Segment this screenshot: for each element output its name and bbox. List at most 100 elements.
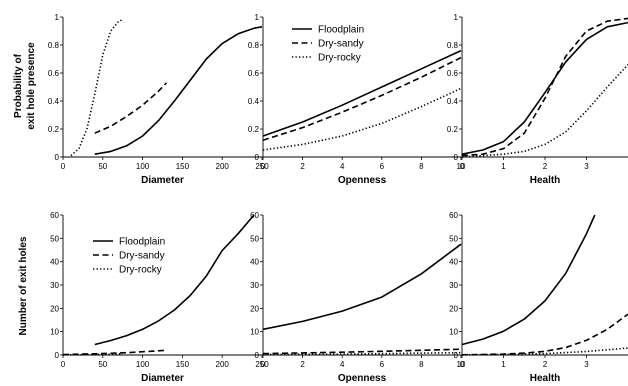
y-tick-label: 20 bbox=[50, 304, 59, 313]
y-tick-label: 0.8 bbox=[248, 41, 260, 50]
row-label-probability-line2: exit hole presence bbox=[26, 42, 37, 130]
x-tick-label: 0 bbox=[61, 360, 66, 369]
x-tick-label: 1 bbox=[501, 162, 506, 171]
y-tick-label: 0 bbox=[55, 351, 60, 360]
y-tick-label: 0.4 bbox=[48, 97, 60, 106]
y-tick-label: 30 bbox=[449, 281, 458, 290]
series-line-dry-rocky bbox=[262, 87, 462, 151]
y-tick-label: 0.2 bbox=[248, 125, 260, 134]
x-axis-title: Health bbox=[530, 373, 561, 384]
y-tick-label: 0.4 bbox=[447, 97, 459, 106]
y-tick-label: 30 bbox=[250, 281, 259, 290]
x-tick-label: 3 bbox=[584, 162, 589, 171]
x-tick-label: 250 bbox=[255, 360, 269, 369]
y-tick-label: 0.6 bbox=[447, 69, 459, 78]
row-label-count-line1: Number of exit holes bbox=[18, 236, 29, 335]
x-tick-label: 8 bbox=[419, 360, 424, 369]
x-tick-label: 10 bbox=[457, 360, 466, 369]
y-tick-label: 10 bbox=[449, 328, 458, 337]
series-line-dry-rocky bbox=[262, 351, 462, 356]
x-tick-label: 8 bbox=[419, 162, 424, 171]
x-tick-label: 1 bbox=[501, 360, 506, 369]
y-tick-label: 0 bbox=[454, 351, 459, 360]
series-line-dry-sandy bbox=[262, 56, 462, 141]
y-tick-label: 20 bbox=[250, 304, 259, 313]
series-line-dry-rocky bbox=[70, 19, 123, 157]
x-tick-label: 200 bbox=[216, 162, 230, 171]
series-line-dry-rocky bbox=[62, 353, 123, 356]
y-tick-label: 50 bbox=[449, 234, 458, 243]
x-axis-title: Openness bbox=[338, 175, 387, 186]
legend-label-floodplain: Floodplain bbox=[119, 237, 165, 248]
row-label-probability-line1: Probability of bbox=[13, 53, 24, 118]
y-tick-label: 0 bbox=[55, 153, 60, 162]
x-tick-label: 0 bbox=[261, 162, 266, 171]
series-line-dry-sandy bbox=[461, 313, 628, 356]
series-line-floodplain bbox=[262, 243, 462, 331]
x-tick-label: 2 bbox=[543, 360, 548, 369]
x-axis-title: Openness bbox=[338, 373, 387, 384]
series-line-dry-rocky bbox=[461, 64, 628, 158]
x-tick-label: 2 bbox=[300, 360, 305, 369]
x-tick-label: 0 bbox=[460, 162, 465, 171]
x-tick-label: 6 bbox=[380, 360, 385, 369]
y-tick-label: 0 bbox=[255, 153, 260, 162]
row-label-count: Number of exit holes bbox=[18, 236, 29, 335]
x-tick-label: 50 bbox=[98, 360, 107, 369]
x-tick-label: 2 bbox=[300, 162, 305, 171]
y-tick-label: 60 bbox=[50, 211, 59, 220]
chart-panels: 00.20.40.60.810 50 100 150 200 250Diameter00.… bbox=[48, 13, 628, 384]
y-tick-label: 40 bbox=[250, 258, 259, 267]
y-tick-label: 10 bbox=[250, 328, 259, 337]
legend-label-dry-rocky: Dry-rocky bbox=[119, 265, 162, 276]
series-line-floodplain bbox=[262, 49, 462, 137]
x-tick-label: 0 bbox=[261, 360, 266, 369]
y-tick-label: 0 bbox=[454, 153, 459, 162]
x-tick-label: 250 bbox=[255, 162, 269, 171]
legend-label-floodplain: Floodplain bbox=[318, 25, 364, 36]
y-tick-label: 50 bbox=[50, 234, 59, 243]
y-tick-label: 0 bbox=[255, 351, 260, 360]
legend-label-dry-sandy: Dry-sandy bbox=[119, 251, 165, 262]
y-tick-label: 40 bbox=[449, 258, 458, 267]
x-tick-label: 150 bbox=[176, 162, 190, 171]
y-tick-label: 0.6 bbox=[248, 69, 260, 78]
series-line-floodplain bbox=[461, 21, 628, 155]
legend-label-dry-sandy: Dry-sandy bbox=[318, 39, 364, 50]
y-tick-label: 0.8 bbox=[48, 41, 60, 50]
series-line-dry-rocky bbox=[461, 347, 628, 356]
x-tick-label: 2 bbox=[543, 162, 548, 171]
x-tick-label: 150 bbox=[176, 360, 190, 369]
row-label-probability: Probability of exit hole presence bbox=[13, 42, 37, 130]
x-axis-title: Health bbox=[530, 175, 561, 186]
x-tick-label: 10 bbox=[457, 162, 466, 171]
x-tick-label: 4 bbox=[340, 360, 345, 369]
series-line-floodplain bbox=[94, 214, 255, 346]
y-tick-label: 50 bbox=[250, 234, 259, 243]
y-tick-label: 10 bbox=[50, 328, 59, 337]
y-tick-label: 20 bbox=[449, 304, 458, 313]
legend-0: Floodplain Dry-sandy Dry-rocky bbox=[292, 25, 364, 64]
x-tick-label: 0 bbox=[61, 162, 66, 171]
y-tick-label: 0.2 bbox=[447, 125, 459, 134]
x-tick-label: 100 bbox=[136, 162, 150, 171]
x-axis-title: Diameter bbox=[141, 175, 184, 186]
series-line-dry-sandy bbox=[62, 349, 167, 356]
y-tick-label: 1 bbox=[255, 13, 260, 22]
series-line-dry-sandy bbox=[262, 348, 462, 355]
legend-1: Floodplain Dry-sandy Dry-rocky bbox=[93, 237, 165, 276]
series-line-dry-sandy bbox=[461, 17, 628, 157]
y-tick-label: 0.8 bbox=[447, 41, 459, 50]
series-line-dry-sandy bbox=[94, 82, 168, 134]
x-tick-label: 0 bbox=[460, 360, 465, 369]
y-tick-label: 1 bbox=[454, 13, 459, 22]
y-tick-label: 0.6 bbox=[48, 69, 60, 78]
y-tick-label: 0.4 bbox=[248, 97, 260, 106]
x-tick-label: 50 bbox=[98, 162, 107, 171]
chart-panel-0: 0 0.2 0.4 0.6 0.8 1 0 50 100 150 200 250 Diameter bbox=[48, 13, 269, 186]
